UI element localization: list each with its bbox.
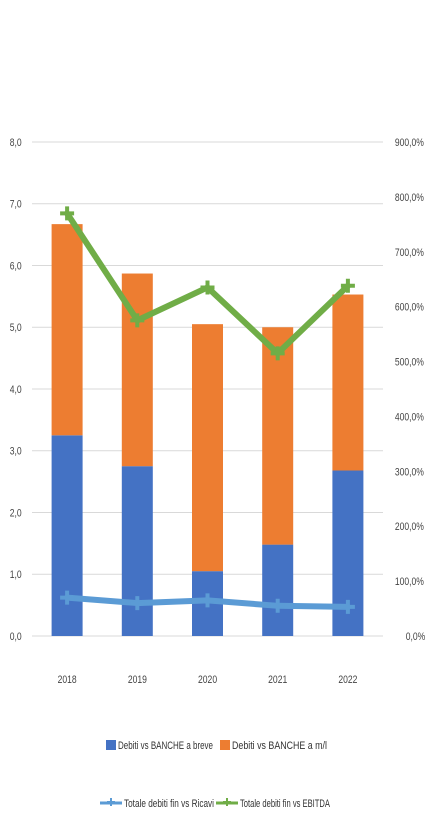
right-tick-label: 600,0% bbox=[395, 302, 424, 314]
left-tick-label: 8,0 bbox=[10, 137, 22, 149]
bar-ml bbox=[332, 294, 364, 471]
line-marker bbox=[60, 590, 75, 605]
line-series bbox=[60, 206, 355, 614]
legend-bars: Debiti vs BANCHE a breve Debiti vs BANCHE… bbox=[106, 740, 327, 752]
legend-marker bbox=[223, 798, 231, 806]
bar-series bbox=[51, 224, 364, 636]
right-tick-label: 700,0% bbox=[395, 247, 424, 259]
bar-breve bbox=[262, 544, 294, 636]
line-marker bbox=[130, 313, 145, 328]
line-marker bbox=[200, 593, 215, 608]
x-tick-label: 2022 bbox=[338, 674, 357, 686]
x-tick-label: 2018 bbox=[58, 674, 78, 686]
legend-marker bbox=[107, 798, 115, 806]
x-axis-ticks: 2018 2019 2020 2021 2022 bbox=[58, 674, 358, 686]
line-marker bbox=[340, 599, 355, 614]
right-tick-label: 900,0% bbox=[395, 137, 424, 149]
line-marker bbox=[270, 598, 285, 613]
bar-ml bbox=[262, 327, 294, 545]
left-tick-label: 1,0 bbox=[10, 569, 22, 581]
bar-breve bbox=[121, 466, 153, 636]
x-tick-label: 2019 bbox=[128, 674, 148, 686]
legend-label: Totale debiti fin vs EBITDA bbox=[240, 798, 330, 810]
left-tick-label: 2,0 bbox=[10, 508, 22, 520]
left-tick-label: 0,0 bbox=[10, 631, 22, 643]
legend-lines: Totale debiti fin vs Ricavi Totale debiti… bbox=[100, 798, 330, 810]
right-tick-label: 0,0% bbox=[406, 631, 426, 643]
line-marker bbox=[270, 346, 285, 361]
left-tick-label: 4,0 bbox=[10, 384, 22, 396]
legend-label: Totale debiti fin vs Ricavi bbox=[124, 798, 214, 810]
line-marker bbox=[340, 278, 355, 293]
bar-ml bbox=[192, 324, 223, 572]
x-tick-label: 2021 bbox=[268, 674, 287, 686]
x-tick-label: 2020 bbox=[198, 674, 218, 686]
bar-ml bbox=[51, 224, 83, 436]
right-tick-label: 800,0% bbox=[395, 192, 424, 204]
line-marker bbox=[200, 280, 215, 295]
left-axis-ticks: 0,0 1,0 2,0 3,0 4,0 5,0 6,0 7,0 8,0 bbox=[10, 137, 22, 643]
right-tick-label: 300,0% bbox=[395, 466, 424, 478]
left-tick-label: 5,0 bbox=[10, 322, 22, 334]
right-tick-label: 500,0% bbox=[395, 357, 424, 369]
left-tick-label: 6,0 bbox=[10, 261, 22, 273]
left-tick-label: 7,0 bbox=[10, 199, 22, 211]
line-marker bbox=[130, 596, 145, 611]
legend-swatch bbox=[106, 740, 116, 750]
legend-label: Debiti vs BANCHE a m/l bbox=[232, 740, 327, 752]
left-tick-label: 3,0 bbox=[10, 446, 22, 458]
legend-swatch bbox=[220, 740, 230, 750]
legend-label: Debiti vs BANCHE a breve bbox=[118, 740, 213, 752]
bar-breve bbox=[51, 435, 83, 636]
right-axis-ticks: 0,0% 100,0% 200,0% 300,0% 400,0% 500,0% 600,0%… bbox=[395, 137, 426, 643]
right-tick-label: 200,0% bbox=[395, 521, 424, 533]
line-marker bbox=[60, 206, 75, 221]
right-tick-label: 100,0% bbox=[395, 576, 424, 588]
right-tick-label: 400,0% bbox=[395, 412, 424, 424]
